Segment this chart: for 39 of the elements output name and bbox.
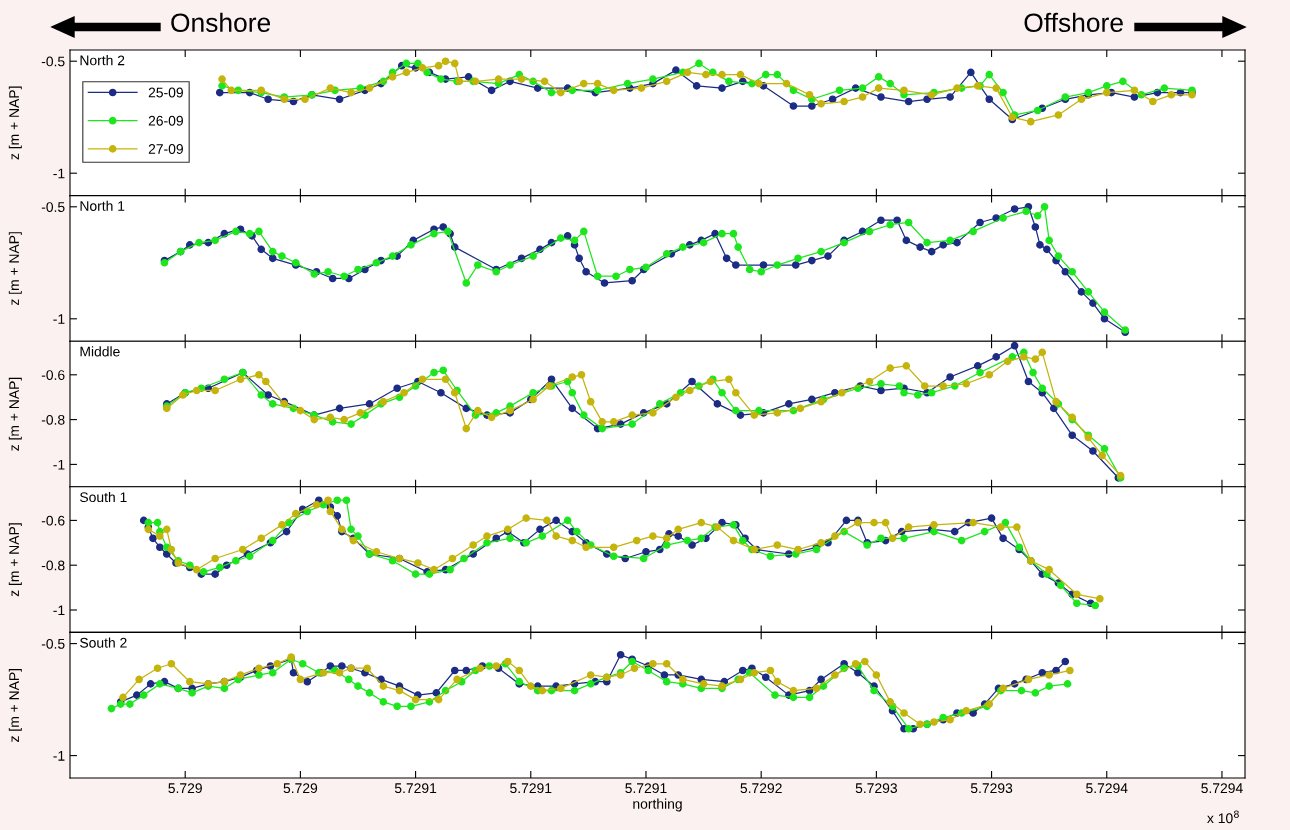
x-tick-label: 5.7292 [740,783,782,794]
chart-title: South 1 [80,491,127,503]
x-tick-label: 5.729 [168,783,202,794]
y-tick-label: -0.5 [41,56,65,67]
y-tick-label: -1 [53,751,65,761]
y-tick-label: -1 [53,168,65,179]
chart-title: North 1 [80,200,125,211]
y-axis-title: z [m + NAP] [8,232,22,306]
x-tick-label: 5.7291 [625,783,667,794]
legend-label: 27-09 [148,144,183,154]
chart-title: Middle [80,346,120,357]
text: Onshore [171,12,271,33]
y-axis-title: z [m + NAP] [8,86,22,160]
text: Offshore [1024,12,1123,33]
x-tick-label: 5.7291 [510,783,552,794]
y-tick-label: -1 [53,459,65,470]
y-tick-label: -0.5 [41,638,65,649]
y-tick-label: -0.8 [41,560,65,571]
chart-title: North 2 [80,55,125,66]
text: x 10$^{8}$ [1207,810,1239,824]
y-tick-label: -0.6 [41,515,65,526]
y-axis-title: z [m + NAP] [8,523,22,597]
x-tick-label: 5.7294 [1086,783,1128,794]
x-tick-label: 5.729 [283,783,318,794]
x-tick-label: 5.7291 [394,783,437,794]
legend-label: 26-09 [148,115,183,126]
y-tick-label: -1 [53,605,65,616]
x-tick-label: 5.7293 [855,783,897,794]
chart-title: South 2 [80,637,127,648]
y-axis-title: z [m + NAP] [8,377,22,451]
x-tick-label: 5.7293 [970,783,1013,794]
y-tick-label: -0.6 [41,370,65,380]
x-axis-title: northing [633,798,682,812]
legend-label: 25-09 [148,87,183,98]
x-tick-label: 5.7294 [1201,783,1243,794]
y-tick-label: -0.8 [41,414,65,425]
y-tick-label: -0.5 [41,202,65,212]
y-axis-title: z [m + NAP] [8,668,22,742]
y-tick-label: -1 [53,314,65,324]
